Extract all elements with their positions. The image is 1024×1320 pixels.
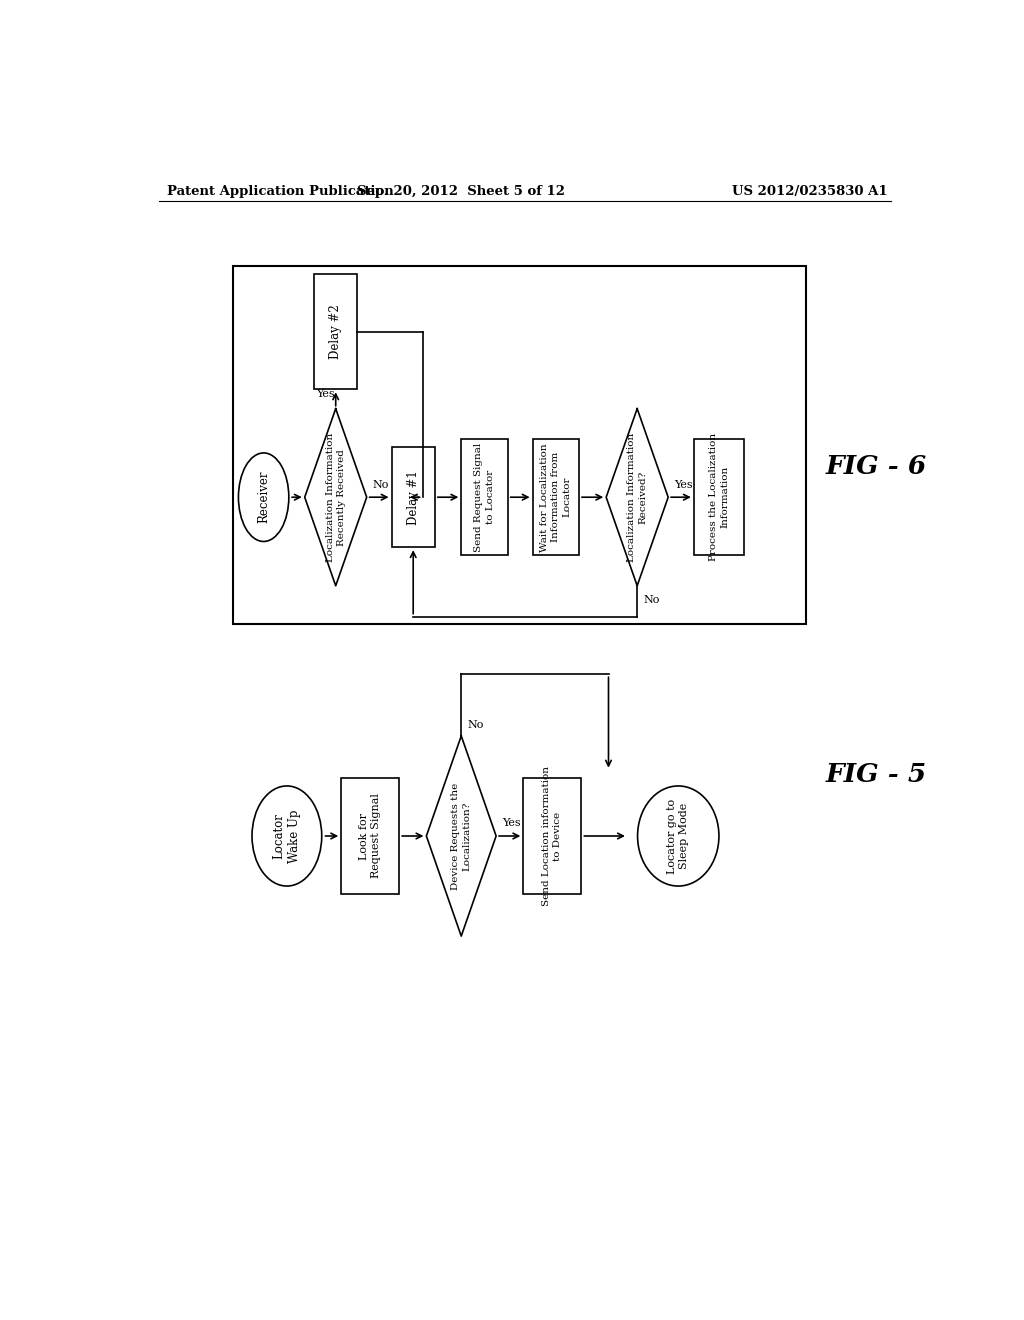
Text: Send Request Signal
to Locator: Send Request Signal to Locator — [474, 442, 495, 552]
Bar — [314, 275, 357, 389]
Text: No: No — [467, 719, 483, 730]
Text: Localization Information
Received?: Localization Information Received? — [627, 433, 647, 562]
Text: Delay #2: Delay #2 — [329, 305, 342, 359]
Text: Look for
Request Signal: Look for Request Signal — [359, 793, 381, 878]
Ellipse shape — [252, 785, 322, 886]
Text: No: No — [643, 595, 659, 605]
Text: FIG - 6: FIG - 6 — [825, 454, 927, 479]
Text: FIG - 5: FIG - 5 — [825, 762, 927, 787]
Bar — [391, 447, 435, 548]
Text: Locator
Wake Up: Locator Wake Up — [272, 809, 301, 863]
Text: Wait for Localization
Information from
Locator: Wait for Localization Information from L… — [541, 444, 571, 552]
Text: Receiver: Receiver — [257, 471, 270, 524]
Text: Process the Localization
Information: Process the Localization Information — [709, 433, 729, 561]
Text: Yes: Yes — [316, 389, 335, 400]
Ellipse shape — [638, 785, 719, 886]
Text: Send Location information
to Device: Send Location information to Device — [543, 766, 562, 906]
Text: Device Requests the
Localization?: Device Requests the Localization? — [452, 783, 471, 890]
Bar — [341, 779, 399, 894]
Text: Locator go to
Sleep Mode: Locator go to Sleep Mode — [667, 799, 689, 874]
Bar — [532, 440, 579, 554]
Bar — [693, 440, 744, 554]
Text: Yes: Yes — [503, 818, 521, 829]
Bar — [461, 440, 508, 554]
Text: US 2012/0235830 A1: US 2012/0235830 A1 — [732, 185, 888, 198]
Bar — [232, 267, 806, 624]
Text: Localization Information
Recently Received: Localization Information Recently Receiv… — [326, 433, 346, 562]
Bar — [523, 779, 582, 894]
Text: No: No — [373, 479, 389, 490]
Text: Delay #1: Delay #1 — [407, 470, 420, 524]
Ellipse shape — [239, 453, 289, 541]
Text: Sep. 20, 2012  Sheet 5 of 12: Sep. 20, 2012 Sheet 5 of 12 — [357, 185, 565, 198]
Text: Patent Application Publication: Patent Application Publication — [167, 185, 393, 198]
Text: Yes: Yes — [675, 479, 693, 490]
